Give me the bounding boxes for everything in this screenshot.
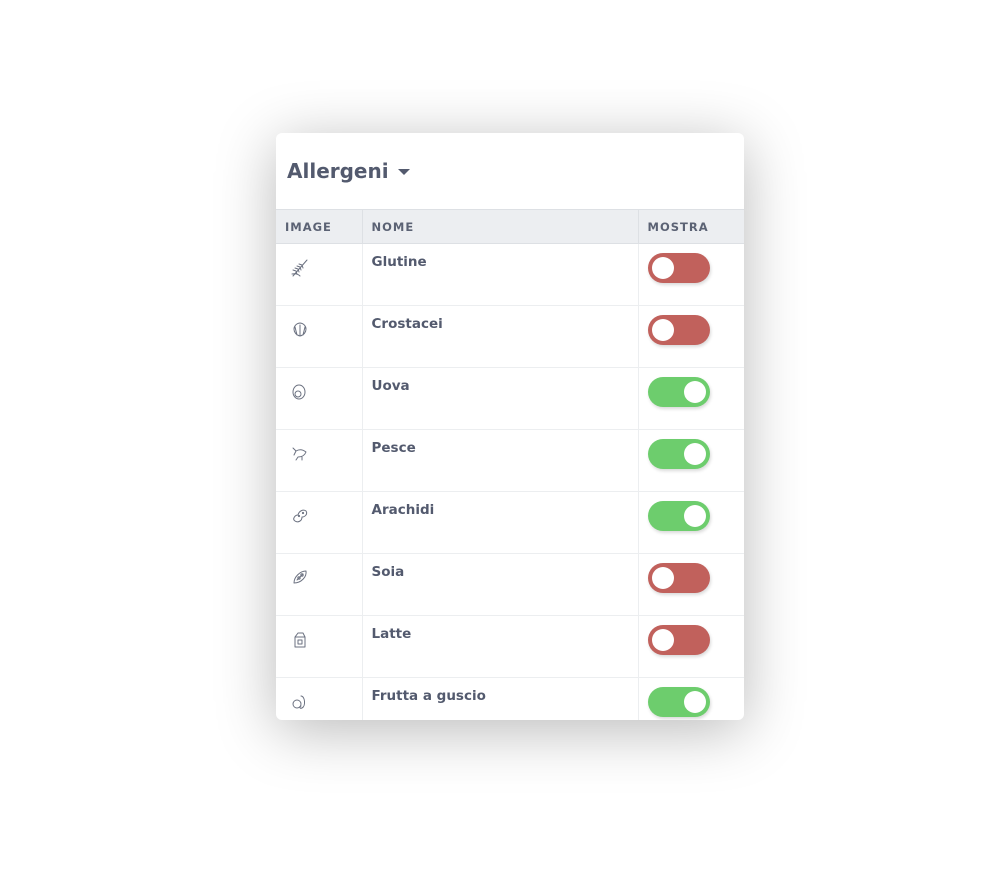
allergen-name: Frutta a guscio <box>362 677 639 720</box>
column-header-name: NOME <box>362 209 639 244</box>
show-toggle[interactable] <box>647 377 710 407</box>
show-toggle[interactable] <box>647 253 710 283</box>
toggle-knob <box>683 443 706 465</box>
table-row: Uova <box>276 367 744 430</box>
toggle-knob <box>683 505 706 527</box>
milk-carton-icon <box>290 629 353 649</box>
allergen-name: Pesce <box>362 429 639 492</box>
table-row: Crostacei <box>276 305 744 368</box>
allergen-name: Soia <box>362 553 639 616</box>
fish-icon <box>290 443 353 463</box>
show-toggle[interactable] <box>647 687 710 717</box>
show-toggle[interactable] <box>647 439 710 469</box>
table-row: Pesce <box>276 429 744 492</box>
toggle-knob <box>651 319 674 341</box>
allergens-table: IMAGE NOME MOSTRA Glutine Crostacei Uova… <box>276 209 744 720</box>
soy-icon <box>290 567 353 587</box>
toggle-knob <box>651 567 674 589</box>
shell-icon <box>290 319 353 339</box>
allergen-name: Uova <box>362 367 639 430</box>
toggle-knob <box>683 381 706 403</box>
allergen-name: Arachidi <box>362 491 639 554</box>
table-row: Arachidi <box>276 491 744 554</box>
allergen-name: Latte <box>362 615 639 678</box>
peanut-icon <box>290 505 353 525</box>
show-toggle[interactable] <box>647 625 710 655</box>
show-toggle[interactable] <box>647 315 710 345</box>
table-row: Soia <box>276 553 744 616</box>
table-row: Latte <box>276 615 744 678</box>
nut-icon <box>290 691 353 711</box>
allergen-name: Glutine <box>362 243 639 306</box>
toggle-knob <box>651 629 674 651</box>
table-row: Glutine <box>276 243 744 306</box>
toggle-knob <box>683 691 706 713</box>
egg-icon <box>290 381 353 401</box>
column-header-image: IMAGE <box>276 209 363 244</box>
caret-down-icon <box>397 169 410 175</box>
show-toggle[interactable] <box>647 501 710 531</box>
page-title: Allergeni <box>287 159 389 183</box>
allergens-card: Allergeni IMAGE NOME MOSTRA Glutine Cros… <box>276 133 744 720</box>
show-toggle[interactable] <box>647 563 710 593</box>
table-row: Frutta a guscio <box>276 677 744 720</box>
toggle-knob <box>651 257 674 279</box>
column-header-show: MOSTRA <box>638 209 744 244</box>
wheat-icon <box>290 257 353 277</box>
allergens-dropdown[interactable]: Allergeni <box>276 133 744 209</box>
allergen-name: Crostacei <box>362 305 639 368</box>
